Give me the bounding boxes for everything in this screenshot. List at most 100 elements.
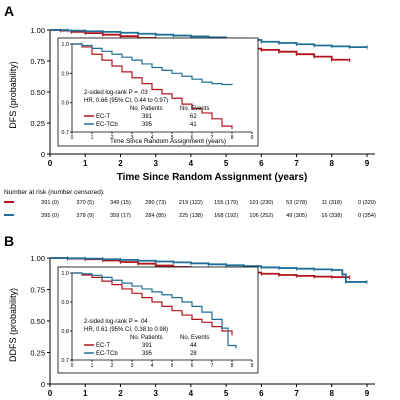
risk-cell: 395 (0) [41, 213, 59, 219]
panel-a-inset-x-tick-label: 0 [71, 135, 74, 141]
panel-b-ylabel: DDFS (probability) [8, 288, 18, 362]
panel-b-inset-y-tick-label: 0.8 [61, 329, 69, 335]
risk-cell: 219 (122) [179, 200, 203, 206]
risk-cell: 280 (73) [145, 200, 166, 206]
risk-cell: 225 (138) [179, 213, 203, 219]
panel-b-y-tick-label: 0.25 [30, 349, 45, 358]
panel-b-y-ticks: 0 0.25 0.50 0.75 1.00 [30, 254, 50, 389]
panel-b-inset-y-tick-label: 0.9 [61, 300, 69, 306]
risk-cell: 378 (9) [76, 213, 94, 219]
risk-cell: 0 (354) [358, 213, 376, 219]
panel-b-hr: HR, 0.61 (95% CI, 0.38 to 0.98) [84, 327, 168, 333]
panel-b-series-ec-tcb [50, 257, 367, 283]
panel-a-inset-series-ec-tcb [72, 43, 233, 86]
panel-b-inset-y-ticks: 0.7 0.8 0.9 1.0 [61, 271, 73, 364]
panel-b-x-tick-label: 6 [259, 389, 264, 398]
panel-a-inset-x-tick-label: 2 [111, 135, 114, 141]
panel-a-x-tick-label: 5 [224, 159, 229, 168]
panel-a-inset-y-tick-label: 0.7 [61, 130, 69, 136]
panel-a-y-tick-label: 0.50 [30, 88, 45, 97]
panel-b-inset-series-ec-tcb [72, 272, 237, 349]
panel-b-inset-x-tick-label: 6 [191, 363, 194, 369]
panel-b-inset-x-tick-label: 3 [131, 363, 134, 369]
panel-a-x-tick-label: 9 [365, 159, 370, 168]
panel-b-y-tick-label: 0.50 [30, 317, 45, 326]
panel-b-x-tick-label: 7 [294, 389, 299, 398]
panel-a-ect-events: 62 [190, 114, 197, 120]
panel-a-inset-y-tick-label: 0.9 [61, 71, 69, 77]
panel-b-x-tick-label: 1 [83, 389, 88, 398]
panel-a-table-header-events: No. Events [180, 106, 209, 112]
risk-cell: 49 (305) [286, 213, 307, 219]
panel-b-inset-x-tick-label: 9 [251, 363, 254, 369]
panel-a-y-tick-label: 0.25 [30, 119, 45, 128]
panel-b-inset-series [72, 272, 237, 349]
panel-a-x-tick-label: 3 [153, 159, 158, 168]
panel-a-inset-x-tick-label: 6 [191, 135, 194, 141]
panel-a-inset-x-tick-label: 7 [211, 135, 214, 141]
panel-a-y-tick-label: 0 [41, 150, 45, 159]
risk-cell: 11 (318) [322, 200, 343, 206]
panel-b-inset-x-tick-label: 1 [91, 363, 94, 369]
panel-b-inset-x-tick-label: 7 [211, 363, 214, 369]
panel-b-inset-x-tick-label: 0 [71, 363, 74, 369]
panel-b-ect-patients: 391 [142, 343, 153, 349]
panel-a-ylabel: DFS (probability) [8, 61, 18, 129]
panel-b-inset-y-tick-label: 1.0 [61, 271, 69, 277]
panel-a-x-tick-label: 7 [294, 159, 299, 168]
panel-a-x-tick-label: 6 [259, 159, 264, 168]
risk-table-title: Number at risk (number censored): [4, 189, 105, 196]
panel-a-ect-patients: 391 [142, 114, 153, 120]
risk-cell: 53 (278) [286, 200, 307, 206]
panel-b-x-tick-label: 9 [365, 389, 370, 398]
panel-a-inset-frame [57, 37, 259, 147]
risk-cell: 370 (5) [76, 200, 94, 206]
panel-a-inset-xlabel: Time Since Random Assignment (years) [110, 138, 226, 145]
panel-b-y-tick-label: 0 [41, 380, 45, 389]
risk-cell: 168 (192) [214, 213, 238, 219]
panel-b-inset-x-ticks: 0 1 2 3 4 5 6 7 8 9 [71, 359, 254, 369]
panel-b-label: B [4, 233, 14, 249]
panel-a-inset-y-tick-label: 0.8 [61, 101, 69, 107]
panel-b-legend-ect: EC-T [96, 343, 110, 349]
panel-a-x-tick-label: 0 [48, 159, 53, 168]
panel-a-inset-x-tick-label: 9 [251, 135, 254, 141]
panel-b-inset-x-tick-label: 8 [231, 363, 234, 369]
panel-a-label: A [4, 3, 14, 19]
risk-table: Number at risk (number censored): 391 (0… [4, 189, 376, 219]
panel-b-inset-x-tick-label: 4 [151, 363, 154, 369]
panel-b-y-tick-label: 0.75 [30, 286, 45, 295]
risk-cell: 284 (85) [145, 213, 166, 219]
panel-b-x-tick-label: 4 [189, 389, 194, 398]
panel-a-y-tick-label: 0.75 [30, 57, 45, 66]
panel-a-inset-x-tick-label: 3 [131, 135, 134, 141]
risk-cell: 101 (230) [249, 200, 273, 206]
panel-a-y-tick-label: 1.00 [30, 26, 45, 35]
panel-b-table-header-events: No. Events [180, 335, 209, 341]
panel-b-inset-x-tick-label: 5 [171, 363, 174, 369]
panel-b-x-tick-label: 2 [118, 389, 123, 398]
panel-a-x-ticks: 0 1 2 3 4 5 6 7 8 9 [48, 154, 370, 168]
panel-a-table-header-patients: No. Patients [130, 106, 163, 112]
panel-b-inset-x-tick-label: 2 [111, 363, 114, 369]
panel-a-x-tick-label: 4 [189, 159, 194, 168]
panel-a-y-ticks: 0 0.25 0.50 0.75 1.00 [30, 26, 50, 159]
panel-b-y-tick-label: 1.00 [30, 254, 45, 263]
panel-b-x-ticks: 0 1 2 3 4 5 6 7 8 9 [48, 384, 370, 398]
panel-b-x-tick-label: 5 [224, 389, 229, 398]
risk-cell: 155 (179) [214, 200, 238, 206]
panel-a-inset-x-tick-label: 1 [91, 135, 94, 141]
panel-a-ectcb-patients: 395 [142, 122, 153, 128]
panel-a-ectcb-events: 41 [190, 122, 197, 128]
panel-a-hr: HR, 0.66 (95% CI, 0.44 to 0.97) [84, 98, 168, 104]
panel-b-ectcb-patients: 395 [142, 351, 153, 357]
panel-b-x-tick-label: 3 [153, 389, 158, 398]
panel-a-x-tick-label: 8 [330, 159, 335, 168]
panel-a-inset-x-tick-label: 8 [231, 135, 234, 141]
risk-cell: 391 (0) [41, 200, 59, 206]
panel-a-inset-x-ticks: 0 1 2 3 4 5 6 7 8 9 [71, 131, 254, 141]
risk-cell: 106 (252) [249, 213, 273, 219]
risk-cell: 349 (15) [110, 200, 131, 206]
